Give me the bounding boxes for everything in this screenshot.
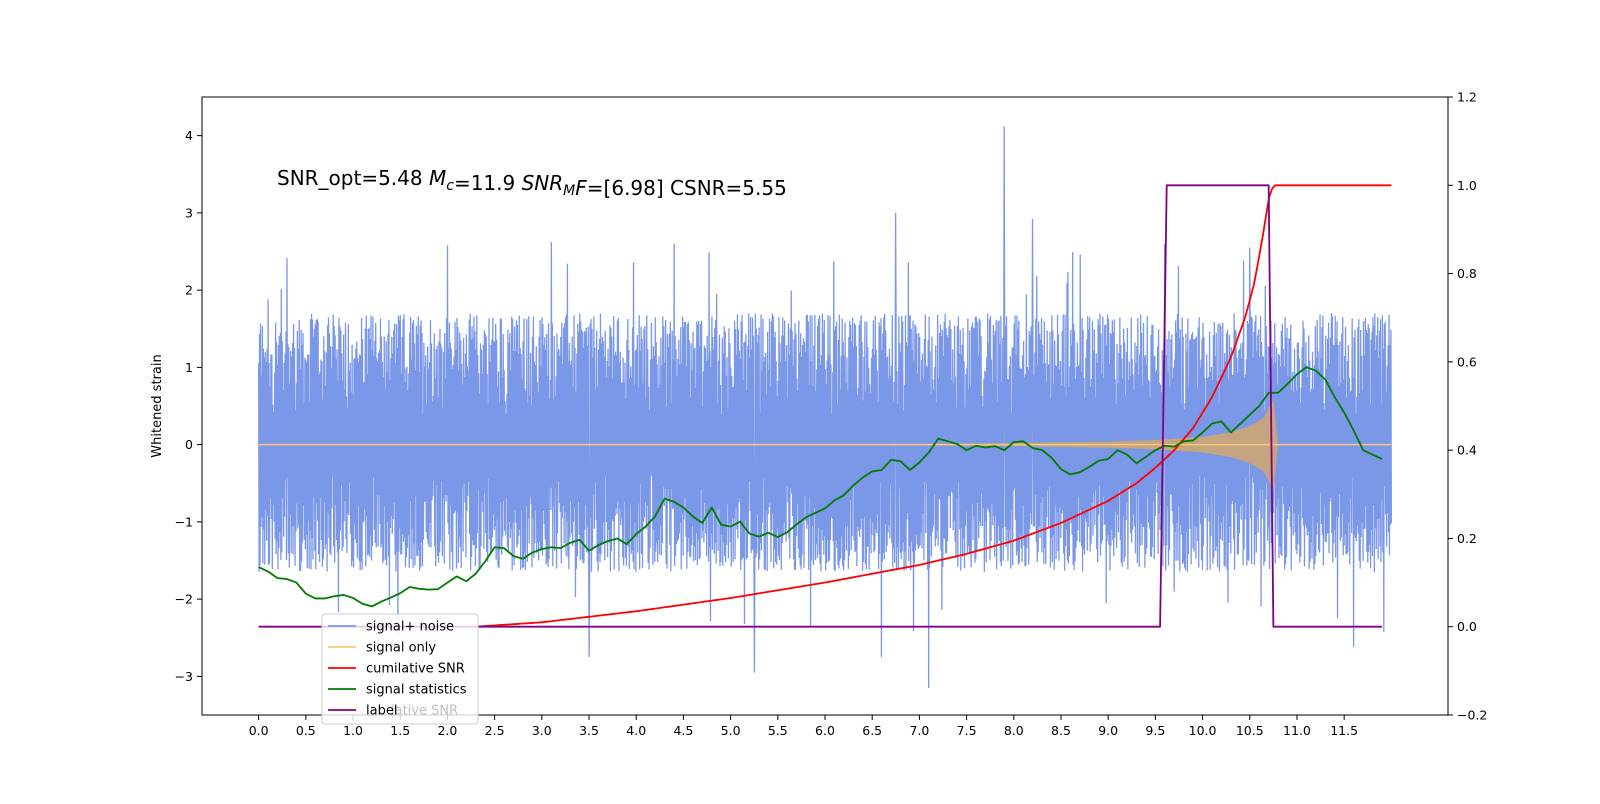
legend-ghost-text: lative SNR: [391, 704, 458, 719]
y-right-tick-label: 1.0: [1457, 178, 1477, 193]
y-left-tick-label: 1: [185, 360, 193, 375]
x-tick-label: 4.5: [673, 723, 693, 738]
y-right-tick-label: 0.4: [1457, 443, 1477, 458]
legend: signal+ noise signal only cumilative SNR si…: [321, 613, 479, 725]
legend-label: signal+ noise: [366, 620, 454, 635]
x-tick-label: 2.0: [437, 723, 457, 738]
x-tick-label: 5.5: [768, 723, 788, 738]
x-tick-label: 3.5: [579, 723, 599, 738]
x-tick-label: 1.5: [390, 723, 410, 738]
annotation-part: M: [429, 166, 446, 190]
axes-layer: 0.0 0.5 1.0 1.5 2.0 2.5 3.0 3.5 4.0 4.5 5.0 5.5 6.0 6…: [150, 90, 1487, 739]
noise-trace-line: [257, 126, 1393, 688]
x-tick-label: 6.5: [862, 723, 882, 738]
x-tick-label: 6.0: [815, 723, 835, 738]
x-tick-label: 2.5: [485, 723, 505, 738]
annotation-part: SNR: [522, 171, 564, 195]
signal-statistics-line: [258, 366, 1383, 608]
y-axis-label: Whitened strain: [150, 354, 165, 457]
legend-label: signal only: [366, 641, 436, 656]
x-tick-label: 0.5: [296, 723, 316, 738]
x-tick-label: 7.5: [957, 723, 977, 738]
y-right-tick-label: 0.6: [1457, 354, 1477, 369]
x-tick-label: 9.0: [1098, 723, 1118, 738]
annotation-part: F: [575, 176, 587, 200]
legend-box: [321, 613, 479, 725]
y-left-tick-label: −3: [175, 669, 193, 684]
signal-series-layer: [258, 400, 1392, 490]
line-series-layer: [258, 184, 1392, 628]
y-right-tick-label: 0.8: [1457, 266, 1477, 281]
x-tick-label: 9.5: [1145, 723, 1165, 738]
legend-label: label: [366, 704, 397, 719]
annotation-part: SNR_opt=5.48: [277, 166, 429, 190]
annotation-layer: SNR_opt=5.48 Mc=11.9 SNRMF=[6.98] CSNR=5…: [277, 166, 787, 200]
legend-label: cumilative SNR: [366, 662, 465, 677]
annotation-part: =[6.98] CSNR=5.55: [587, 176, 787, 200]
x-tick-label: 8.5: [1051, 723, 1071, 738]
y-left-tick-label: 2: [185, 283, 193, 298]
cumulative-snr-line: [475, 184, 1392, 628]
annotation-text: SNR_opt=5.48 Mc=11.9 SNRMF=[6.98] CSNR=5…: [277, 166, 787, 200]
x-tick-label: 0.0: [249, 723, 269, 738]
x-tick-label: 3.0: [532, 723, 552, 738]
x-tick-label: 7.0: [909, 723, 929, 738]
y-left-tick-label: 4: [185, 128, 193, 143]
x-tick-label: 8.0: [1004, 723, 1024, 738]
x-tick-label: 5.0: [721, 723, 741, 738]
y-right-tick-label: 0.0: [1457, 619, 1477, 634]
noise-series-layer: [257, 126, 1393, 688]
y-right-tick-label: 0.2: [1457, 531, 1477, 546]
legend-label: signal statistics: [366, 683, 467, 698]
x-tick-label: 11.5: [1330, 723, 1358, 738]
y-left-tick-label: −1: [175, 514, 193, 529]
label-line: [258, 184, 1382, 628]
y-right-tick-label: −0.2: [1457, 708, 1487, 723]
y-left-tick-label: 3: [185, 205, 193, 220]
y-right-tick-label: 1.2: [1457, 90, 1477, 105]
annotation-part: c: [446, 178, 454, 194]
y-left-tick-label: 0: [185, 437, 193, 452]
x-tick-label: 4.0: [626, 723, 646, 738]
x-tick-label: 1.0: [343, 723, 363, 738]
annotation-part: =11.9: [454, 171, 522, 195]
annotation-part: M: [563, 183, 575, 199]
x-tick-label: 10.5: [1236, 723, 1264, 738]
y-left-tick-label: −2: [175, 592, 193, 607]
x-tick-label: 11.0: [1283, 723, 1311, 738]
x-tick-label: 10.0: [1189, 723, 1217, 738]
